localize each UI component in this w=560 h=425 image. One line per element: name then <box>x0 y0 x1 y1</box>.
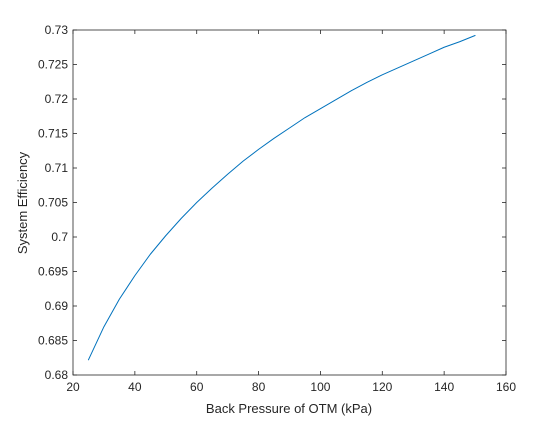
x-tick-label: 100 <box>310 380 330 394</box>
axes <box>72 29 507 376</box>
y-tick-label: 0.69 <box>45 299 69 313</box>
x-axis-label: Back Pressure of OTM (kPa) <box>206 401 372 416</box>
x-tick-label: 40 <box>128 380 142 394</box>
x-tick-label: 20 <box>66 380 80 394</box>
y-tick-label: 0.685 <box>38 334 68 348</box>
series-layer <box>87 35 476 361</box>
y-tick-label: 0.72 <box>45 92 69 106</box>
y-tick-label: 0.715 <box>38 127 68 141</box>
y-tick-label: 0.695 <box>38 265 68 279</box>
plot-area-frame <box>72 29 507 376</box>
y-axis-label: System Efficiency <box>15 151 30 254</box>
ticks-layer: 20 40 60 80 100 120 140 160 0.68 0.685 0.69 0.695 0.… <box>38 23 516 394</box>
y-tick-label: 0.705 <box>38 196 68 210</box>
x-tick-label: 160 <box>496 380 516 394</box>
x-tick-label: 120 <box>372 380 392 394</box>
x-tick-label: 60 <box>190 380 204 394</box>
y-tick-label: 0.68 <box>45 368 69 382</box>
x-tick-label: 140 <box>434 380 454 394</box>
y-tick-label: 0.73 <box>45 23 69 37</box>
y-tick-label: 0.725 <box>38 58 68 72</box>
y-tick-label: 0.71 <box>45 161 69 175</box>
y-tick-label: 0.7 <box>51 230 68 244</box>
series-line <box>87 35 476 361</box>
x-tick-label: 80 <box>252 380 266 394</box>
